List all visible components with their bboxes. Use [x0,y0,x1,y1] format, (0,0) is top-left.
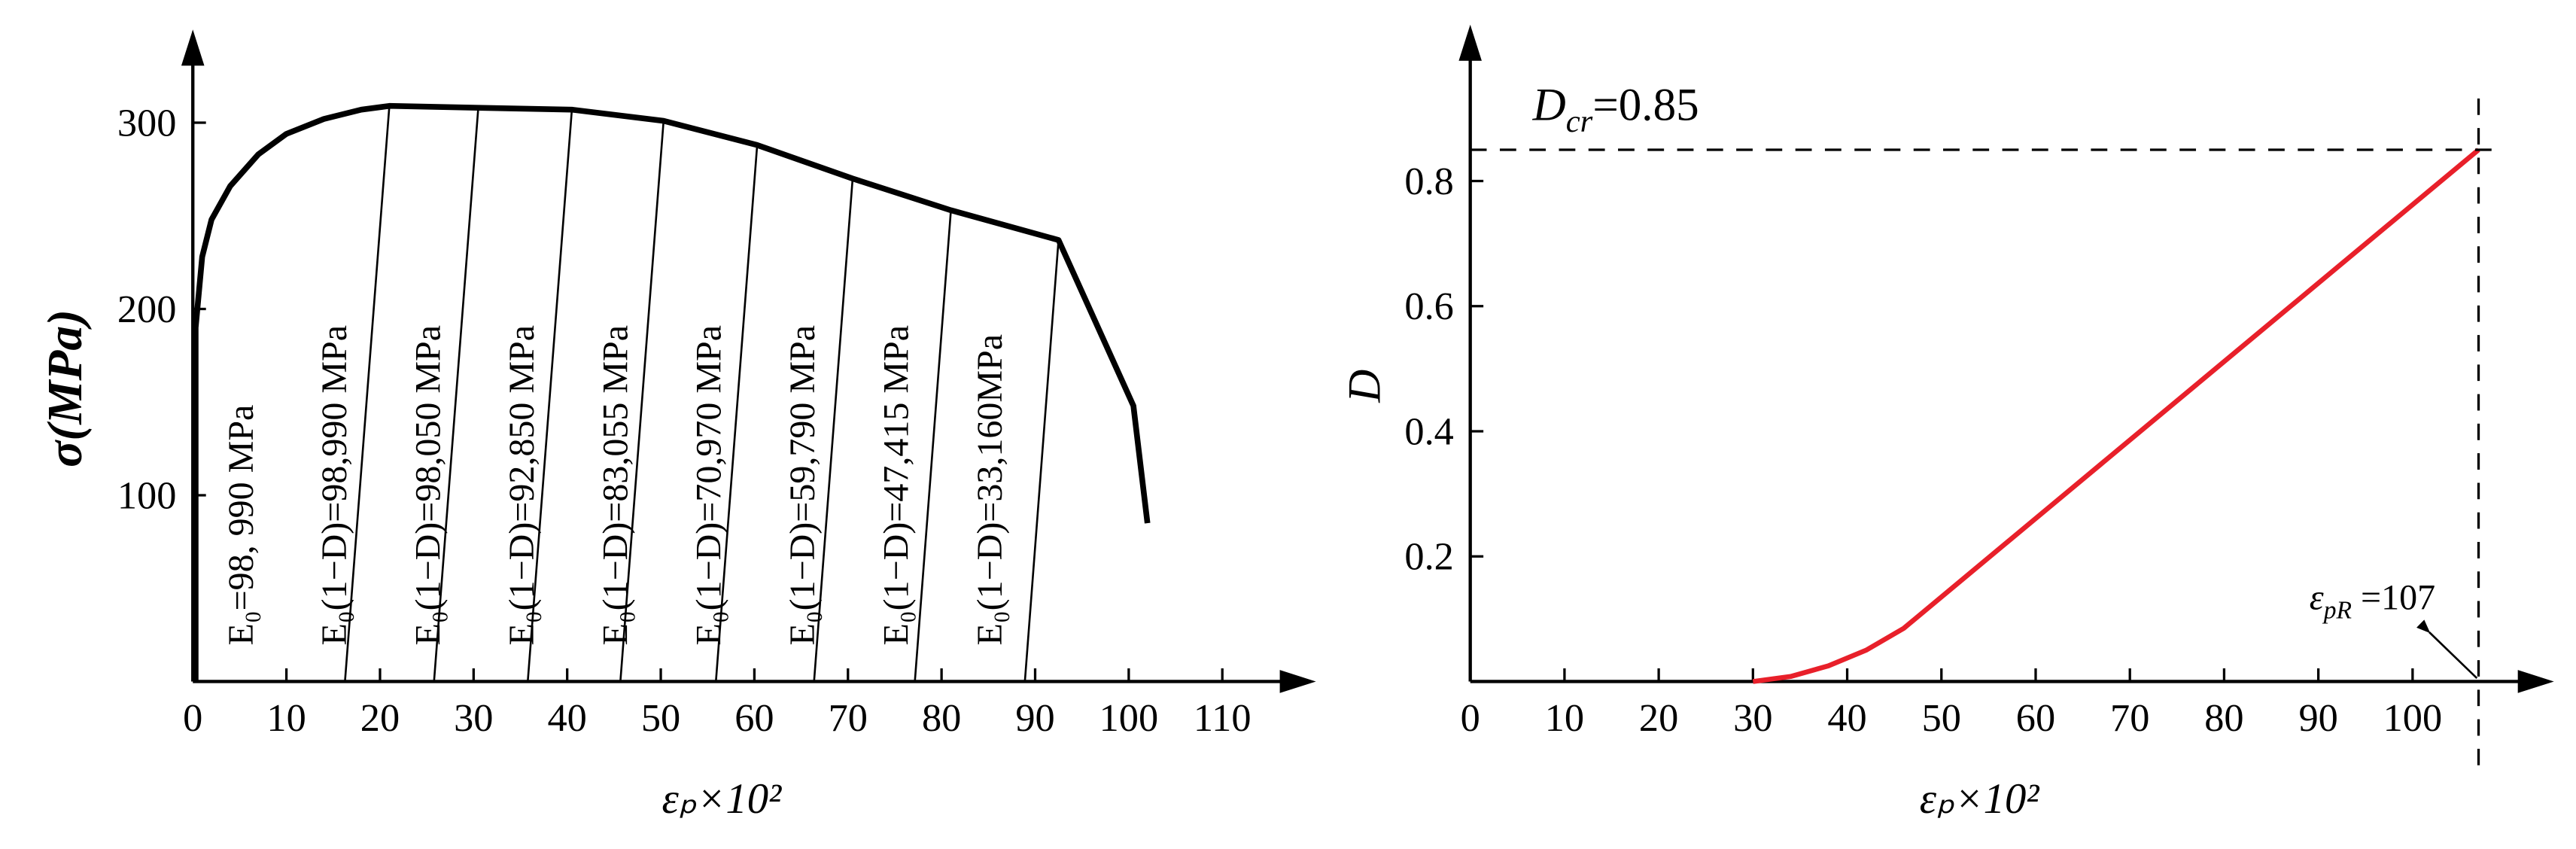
x-tick-label: 20 [1639,696,1678,740]
data-line [1752,148,2480,684]
x-tick-label: 70 [829,696,868,740]
y-tick-label: 0.2 [1404,535,1453,579]
annotation-rest: =107 [2352,577,2435,617]
x-tick-label: 20 [360,696,400,740]
segment-label: E₀(1−D)=59,790 MPa [783,325,823,646]
y-tick-label: 200 [117,288,177,331]
x-tick-label: 100 [2383,696,2443,740]
x-axis-arrow [2517,670,2554,693]
segment-line [344,105,391,682]
x-tick-label: 80 [922,696,961,740]
segment-label: E₀(1−D)=98,990 MPa [315,325,354,646]
x-tick-label: 60 [734,696,774,740]
segment-label: E₀(1−D)=70,970 MPa [689,325,729,646]
annotation-base: ε [2310,577,2324,617]
x-tick-label: 70 [2110,696,2149,740]
segment-label: E₀(1−D)=92,850 MPa [502,325,542,646]
x-tick-label: 90 [1015,696,1054,740]
y-axis-label: D [1340,370,1391,403]
x-tick-label: 50 [1922,696,1961,740]
annotation: εpR =107 [2310,577,2435,624]
x-tick-label: 0 [183,696,202,740]
annotation-rest: =0.85 [1592,81,1699,131]
x-tick-label: 80 [2204,696,2243,740]
y-axis-label: σ(MPa) [38,309,93,467]
segment-label: E₀(1−D)=33,160MPa [970,334,1010,646]
y-tick-label: 0.8 [1404,160,1453,203]
segment-line [1023,239,1060,682]
x-tick-label: 100 [1099,696,1159,740]
annotation-sub: pR [2322,596,2352,624]
segment-line [433,108,479,682]
y-tick-label: 300 [117,101,177,145]
x-axis-label: εₚ×10² [661,775,782,823]
x-tick-label: 0 [1461,696,1480,740]
x-tick-label: 90 [2298,696,2337,740]
x-tick-label: 40 [1827,696,1866,740]
x-axis-arrow [1279,670,1316,693]
annotation-base: D [1532,81,1566,131]
y-tick-label: 100 [117,473,177,517]
x-tick-label: 110 [1194,696,1252,740]
segment-line [813,178,854,682]
segment-line [714,145,759,682]
segment-label: E₀(1−D)=83,055 MPa [595,325,635,646]
x-tick-label: 30 [454,696,493,740]
segment-label: E₀=98, 990 MPa [221,405,261,646]
x-tick-label: 40 [548,696,587,740]
annotation-arrow [2416,619,2478,680]
y-axis-arrow [1458,24,1482,61]
segment-line [914,210,952,682]
x-tick-label: 10 [266,696,306,740]
annotation: Dcr=0.85 [1532,81,1699,139]
annotation-sub: cr [1566,104,1593,139]
segment-label: E₀(1−D)=47,415 MPa [876,325,916,646]
x-tick-label: 30 [1733,696,1772,740]
x-tick-label: 50 [641,696,680,740]
segment-label: E₀(1−D)=98,050 MPa [409,325,449,646]
segment-line [619,120,665,682]
x-axis-label: εₚ×10² [1920,775,2040,823]
y-tick-label: 0.6 [1404,285,1453,328]
y-axis-arrow [181,29,205,66]
x-tick-label: 60 [2016,696,2055,740]
y-tick-label: 0.4 [1404,409,1453,453]
x-tick-label: 10 [1545,696,1584,740]
segment-line [526,109,573,682]
